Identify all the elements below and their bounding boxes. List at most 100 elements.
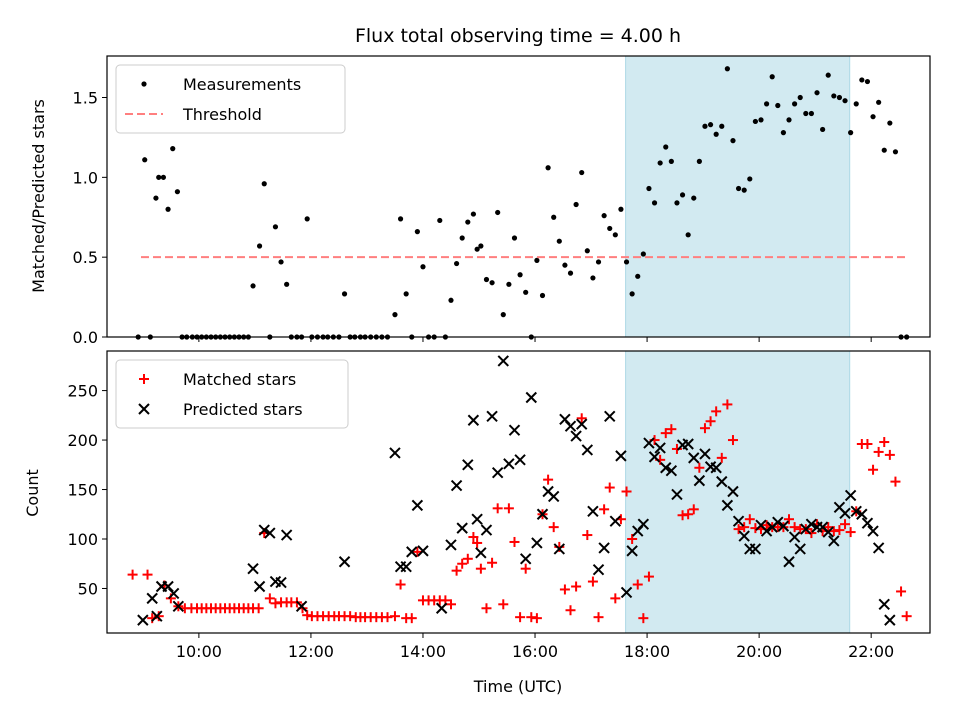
data-point (295, 600, 308, 612)
y-tick-label: 0.5 (73, 248, 98, 267)
data-point (844, 489, 857, 502)
y-tick-label: 1.0 (73, 168, 98, 187)
data-point (445, 599, 456, 610)
data-point (853, 101, 859, 107)
data-point (489, 280, 495, 286)
data-point (705, 416, 716, 427)
data-point (553, 543, 566, 555)
data-point (735, 185, 742, 192)
data-point (584, 248, 590, 254)
data-point (562, 262, 568, 268)
data-point (666, 424, 677, 435)
data-point (867, 525, 879, 537)
x-tick-label: 22:00 (848, 642, 894, 661)
data-point (253, 580, 266, 593)
data-point (671, 488, 683, 501)
data-point (547, 490, 560, 503)
data-point (665, 465, 678, 477)
data-point (543, 474, 554, 485)
data-point (275, 576, 287, 589)
plot-frame (106, 55, 931, 338)
data-point (682, 438, 694, 450)
data-point (389, 447, 401, 459)
legend-marker (138, 403, 150, 415)
data-point (411, 499, 424, 512)
data-point (554, 541, 565, 552)
data-point (730, 138, 736, 144)
data-point (732, 515, 745, 527)
data-point (719, 123, 725, 129)
data-point (688, 452, 700, 464)
legend: Measurements Threshold (115, 64, 346, 134)
data-point (551, 214, 557, 220)
data-point (511, 235, 518, 241)
data-point (822, 526, 834, 538)
x-tick-label: 12:00 (288, 642, 334, 661)
legend-box (115, 359, 349, 429)
chart-title: Flux total observing time = 4.00 h (355, 25, 681, 47)
data-point (304, 216, 310, 222)
x-axis-title: Time (UTC) (473, 677, 562, 696)
data-point (451, 565, 462, 576)
data-point (862, 439, 873, 450)
data-point (654, 442, 666, 454)
data-point (792, 101, 798, 107)
data-point (559, 584, 570, 595)
data-point (492, 503, 503, 514)
data-point (660, 428, 671, 439)
data-point (868, 464, 879, 475)
legend-label: Threshold (182, 105, 262, 124)
data-point (475, 547, 487, 559)
legend-label: Matched stars (183, 370, 296, 389)
data-point (635, 273, 641, 279)
data-point (884, 614, 896, 626)
data-point (503, 458, 515, 470)
data-point (840, 519, 851, 530)
data-point (820, 126, 826, 133)
data-point (842, 98, 848, 104)
data-point (626, 545, 638, 557)
data-point (696, 158, 702, 164)
highlight-region (625, 350, 851, 634)
data-point (601, 213, 607, 219)
x-tick-label: 20:00 (736, 642, 782, 661)
data-point (721, 499, 734, 512)
data-point (722, 399, 733, 410)
legend-label: Predicted stars (183, 400, 303, 419)
data-point (565, 605, 576, 616)
data-point (146, 592, 158, 605)
data-point (445, 539, 457, 551)
series-matched-stars (127, 399, 912, 624)
legend: Matched stars Predicted stars (115, 359, 349, 429)
data-point (629, 291, 635, 297)
data-point (772, 516, 784, 528)
x-tick-label: 10:00 (176, 642, 222, 661)
data-point (638, 613, 649, 624)
data-point (604, 410, 616, 423)
data-point (823, 522, 834, 533)
data-point (592, 563, 605, 576)
data-point (699, 448, 711, 460)
data-point (280, 529, 293, 541)
data-point (475, 563, 486, 574)
data-point (780, 130, 787, 136)
data-point (151, 610, 163, 622)
data-point (264, 593, 275, 604)
data-point (474, 246, 480, 252)
data-point (651, 200, 658, 206)
data-point (576, 413, 587, 424)
data-point (610, 593, 621, 604)
data-point (683, 509, 694, 520)
data-point (850, 505, 862, 518)
data-point (637, 518, 650, 530)
data-point (884, 449, 895, 460)
data-point (278, 259, 284, 265)
data-point (699, 423, 710, 434)
highlight-region (625, 55, 851, 338)
data-point (456, 522, 468, 534)
data-point (539, 292, 546, 299)
y-tick-label: 100 (67, 530, 98, 549)
data-point (397, 216, 404, 222)
data-point (691, 195, 697, 201)
data-point (250, 283, 256, 289)
